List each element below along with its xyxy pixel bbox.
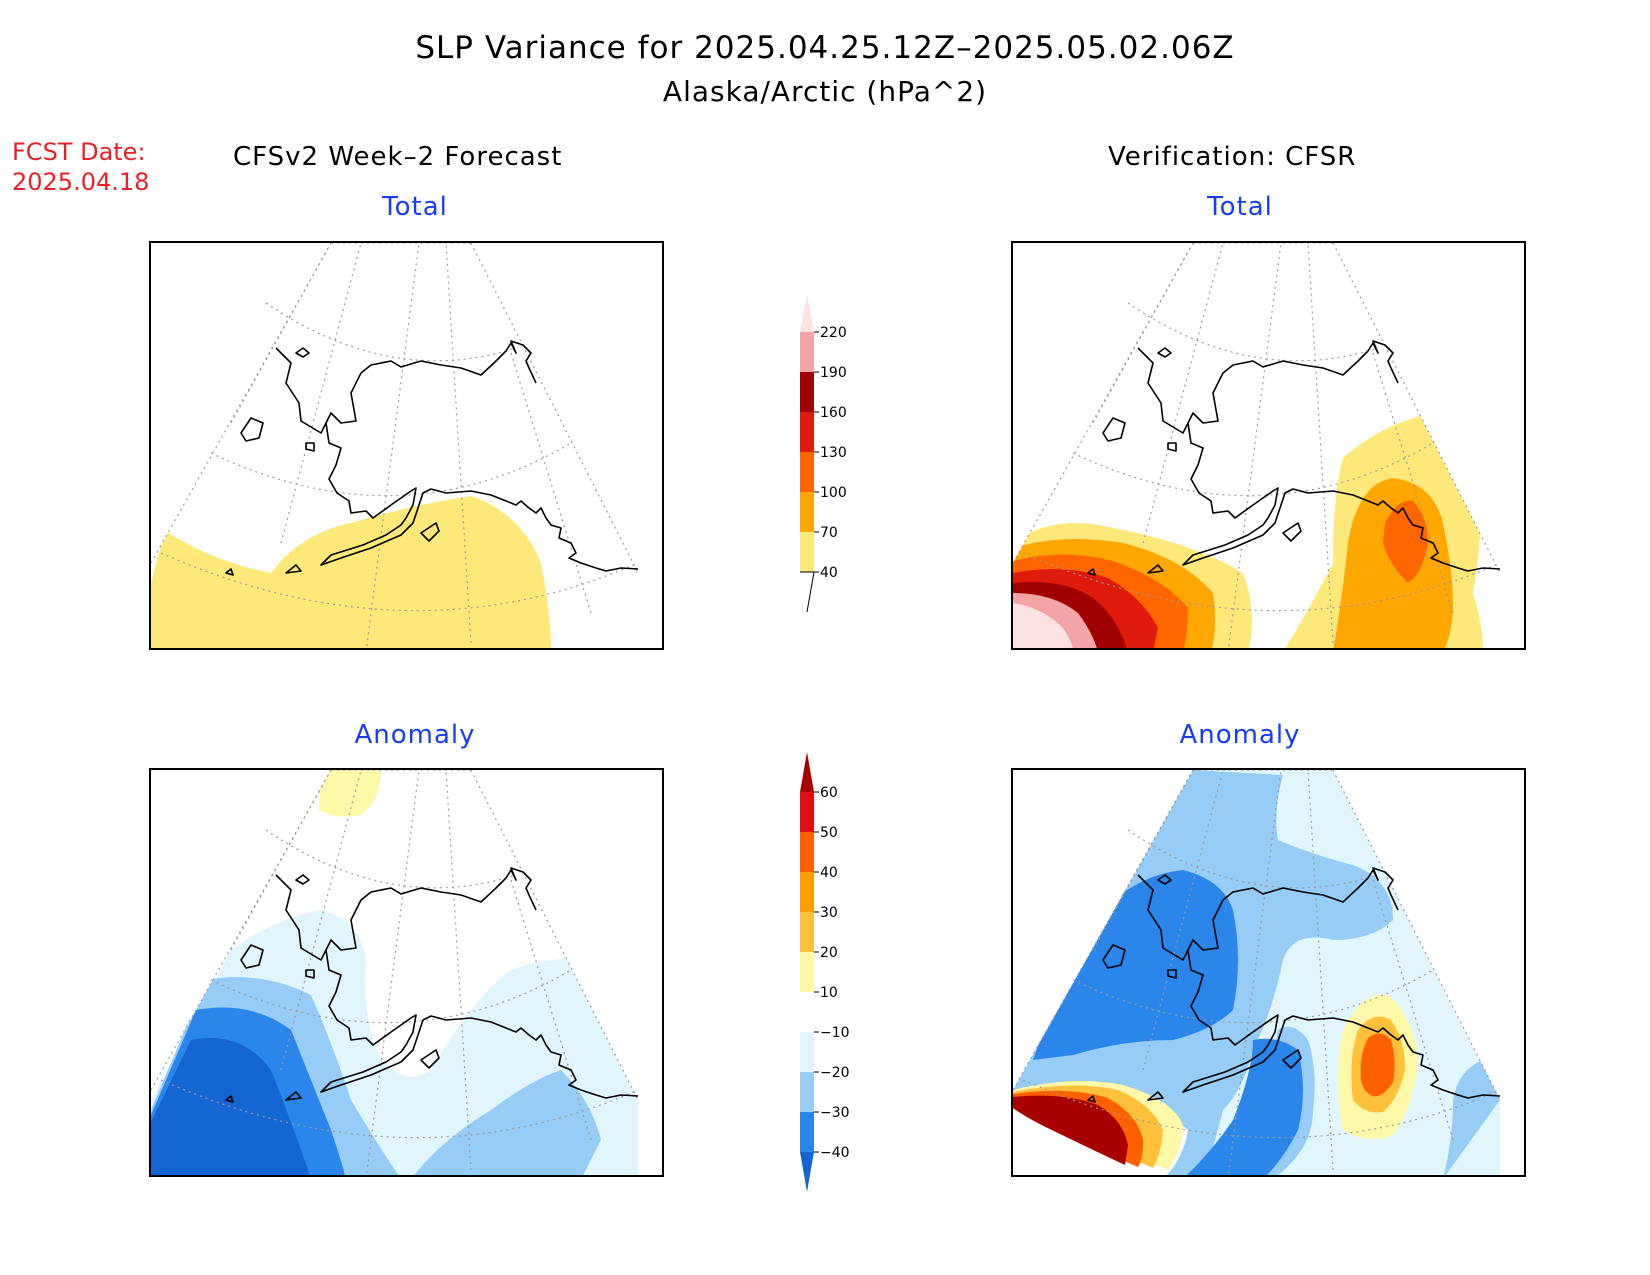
- panel-label-verification-anomaly: Anomaly: [1179, 720, 1301, 750]
- colorbar-total-swatches: [800, 294, 815, 612]
- colorbar-total-tick-label: 190: [820, 365, 847, 381]
- colorbar-anomaly-swatch: [800, 912, 814, 952]
- chart-subtitle: Alaska/Arctic (hPa^2): [662, 75, 988, 108]
- colorbar-anomaly-swatch: [800, 952, 814, 992]
- colorbar-anomaly-tick-label: 20: [820, 945, 838, 961]
- colorbar-anomaly-swatch: [800, 792, 814, 832]
- forecast-date: FCST Date: 2025.04.18: [12, 137, 149, 197]
- map-verification-anomaly-graphic: [1013, 770, 1501, 1175]
- map-forecast-anomaly: [149, 768, 664, 1177]
- colorbar-anomaly-swatch: [800, 992, 814, 1032]
- colorbar-anomaly-tick-label: −10: [820, 1025, 850, 1041]
- colorbar-total-labels: 40 70 100 130 160 190 220: [814, 325, 847, 581]
- colorbar-anomaly: −40 −30 −20 −10 10 20 30 40 50 60: [800, 752, 850, 1192]
- panel-label-forecast-total: Total: [382, 192, 448, 222]
- map-forecast-total-graphic: [151, 243, 639, 648]
- colorbar-anomaly-swatch: [800, 1072, 814, 1112]
- colorbar-anomaly-tick-label: −30: [820, 1105, 850, 1121]
- colorbar-anomaly-tick-label: 60: [820, 785, 838, 801]
- map-forecast-anomaly-graphic: [151, 770, 639, 1175]
- colorbar-total-tick-label: 220: [820, 325, 847, 341]
- colorbar-anomaly-tick-label: −20: [820, 1065, 850, 1081]
- colorbar-anomaly-tick-label: 10: [820, 985, 838, 1001]
- colorbar-total-swatch: [800, 492, 814, 532]
- colorbar-anomaly-swatch: [800, 1112, 814, 1152]
- colorbar-total-tick-label: 40: [820, 565, 838, 581]
- map-verification-anomaly: [1011, 768, 1526, 1177]
- panel-label-verification-total: Total: [1207, 192, 1273, 222]
- colorbar-anomaly-swatch: [800, 1032, 814, 1072]
- colorbar-total-swatch: [800, 532, 814, 572]
- colorbar-anomaly-top-triangle: [800, 752, 814, 792]
- chart-title: SLP Variance for 2025.04.25.12Z–2025.05.…: [415, 30, 1235, 66]
- colorbar-anomaly-swatch: [800, 832, 814, 872]
- colorbar-total-swatch: [800, 332, 814, 372]
- colorbar-total: 40 70 100 130 160 190 220: [800, 294, 847, 612]
- colorbar-total-swatch: [800, 412, 814, 452]
- colorbar-total-top-triangle: [800, 294, 814, 332]
- column-title-verification: Verification: CFSR: [1108, 142, 1357, 172]
- panel-label-forecast-anomaly: Anomaly: [354, 720, 476, 750]
- colorbar-total-tick-label: 160: [820, 405, 847, 421]
- map-verification-total: [1011, 241, 1526, 650]
- colorbar-anomaly-swatches: [800, 752, 814, 1192]
- forecast-date-label: FCST Date:: [12, 138, 146, 166]
- colorbar-anomaly-swatch: [800, 872, 814, 912]
- colorbar-total-tick-label: 100: [820, 485, 847, 501]
- colorbar-anomaly-tick-label: 40: [820, 865, 838, 881]
- colorbar-anomaly-labels: −40 −30 −20 −10 10 20 30 40 50 60: [814, 785, 850, 1161]
- forecast-date-value: 2025.04.18: [12, 168, 150, 196]
- colorbar-total-tick-label: 70: [820, 525, 838, 541]
- map-forecast-total: [149, 241, 664, 650]
- colorbar-anomaly-bottom-triangle: [800, 1152, 814, 1192]
- column-title-forecast: CFSv2 Week–2 Forecast: [233, 142, 563, 172]
- colorbar-total-swatch: [800, 452, 814, 492]
- map-verification-total-graphic: [1013, 243, 1501, 648]
- colorbar-anomaly-tick-label: −40: [820, 1145, 850, 1161]
- colorbar-total-bottom-taper: [800, 571, 815, 612]
- colorbar-total-tick-label: 130: [820, 445, 847, 461]
- colorbar-anomaly-tick-label: 50: [820, 825, 838, 841]
- colorbar-total-swatch: [800, 372, 814, 412]
- colorbar-anomaly-tick-label: 30: [820, 905, 838, 921]
